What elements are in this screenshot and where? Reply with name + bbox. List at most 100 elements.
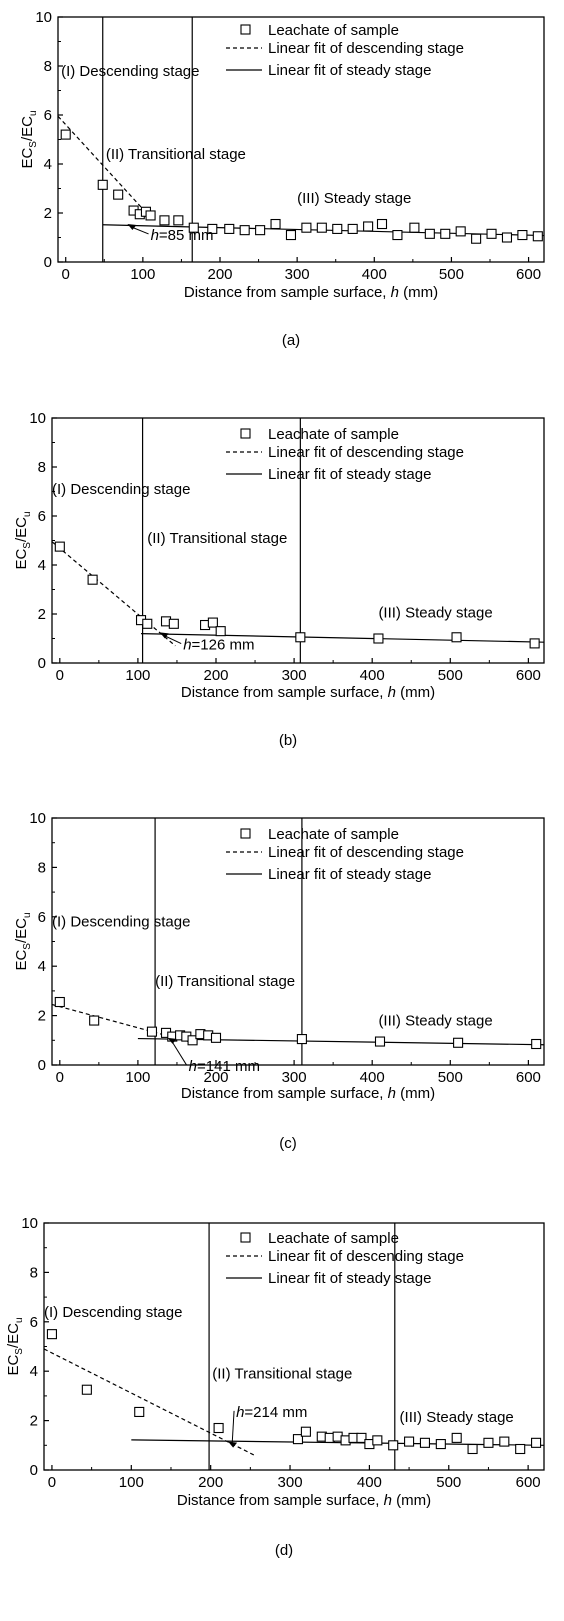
data-point — [363, 221, 374, 232]
y-label-slash: /EC — [13, 517, 30, 542]
x-tick-label: 100 — [125, 1069, 150, 1086]
x-tick-label: 600 — [516, 1474, 541, 1491]
plot-area — [52, 818, 544, 1065]
x-label-suffix: (mm) — [396, 1085, 435, 1102]
legend-marker-square — [240, 1232, 251, 1243]
y-label-main: EC — [19, 148, 36, 169]
data-point — [332, 223, 343, 234]
legend-marker-square — [240, 24, 251, 35]
data-point — [168, 618, 179, 629]
data-point — [517, 230, 528, 241]
x-label-suffix: (mm) — [396, 684, 435, 701]
x-label-suffix: (mm) — [399, 284, 438, 301]
x-tick-label: 400 — [357, 1474, 382, 1491]
intersection-value: =85 mm — [159, 227, 214, 244]
stage-label-2: (II) Transitional stage — [155, 973, 295, 990]
legend-marker-square — [240, 428, 251, 439]
x-tick-label: 500 — [436, 1474, 461, 1491]
y-tick-label: 8 — [30, 1264, 38, 1281]
plot-area — [44, 1223, 544, 1470]
legend-entry-1: Leachate of sample — [268, 426, 399, 443]
intersection-label: h=85 mm — [151, 227, 214, 244]
data-point — [376, 218, 388, 230]
stage-label-1: (I) Descending stage — [52, 481, 190, 498]
y-tick-label: 0 — [44, 254, 52, 271]
data-point — [300, 1426, 311, 1437]
y-label-sub2: u — [14, 1317, 25, 1323]
stage-label-3: (III) Steady stage — [378, 1012, 492, 1029]
intersection-arrow-line — [163, 634, 182, 644]
descending-fit-line — [52, 541, 176, 647]
x-tick-label: 0 — [48, 1474, 56, 1491]
data-point — [301, 222, 312, 233]
data-point — [54, 996, 65, 1008]
legend-marker-square — [240, 828, 251, 839]
intersection-arrow-head — [127, 224, 137, 231]
descending-fit-line — [58, 115, 153, 220]
y-tick-label: 0 — [38, 1057, 46, 1074]
y-tick-label: 10 — [29, 810, 46, 827]
y-label-main: EC — [13, 549, 30, 570]
intersection-var: h — [189, 1058, 197, 1075]
x-axis-label: Distance from sample surface, h (mm) — [177, 1492, 431, 1509]
data-point — [440, 228, 451, 239]
y-label-sub2: u — [22, 511, 33, 517]
legend-entry-3: Linear fit of steady stage — [268, 466, 431, 483]
intersection-arrow-head — [167, 1037, 177, 1044]
y-axis-label: ECS/ECu — [13, 912, 33, 970]
x-axis-label: Distance from sample surface, h (mm) — [181, 1085, 435, 1102]
legend-entry-2: Linear fit of descending stage — [268, 844, 464, 861]
x-tick-label: 200 — [203, 1069, 228, 1086]
data-point — [419, 1437, 431, 1448]
legend-entry-3: Linear fit of steady stage — [268, 1270, 431, 1287]
x-label-var: h — [384, 1492, 392, 1509]
y-tick-label: 6 — [44, 107, 52, 124]
data-point — [392, 230, 403, 241]
intersection-var: h — [183, 637, 191, 654]
x-tick-label: 200 — [203, 667, 228, 684]
data-point — [347, 223, 358, 234]
data-point — [453, 1037, 464, 1048]
intersection-label: h=141 mm — [189, 1058, 260, 1075]
intersection-value: =126 mm — [192, 637, 255, 654]
x-tick-label: 0 — [56, 667, 64, 684]
intersection-arrow-line — [231, 1410, 235, 1445]
y-tick-label: 2 — [38, 606, 46, 623]
data-point — [531, 1038, 542, 1050]
y-tick-label: 8 — [38, 459, 46, 476]
y-label-sub1: S — [14, 1348, 25, 1355]
data-point — [316, 222, 327, 233]
legend-entry-1: Leachate of sample — [268, 826, 399, 843]
data-point — [285, 230, 297, 241]
x-label-suffix: (mm) — [392, 1492, 431, 1509]
data-point — [451, 632, 462, 643]
y-tick-label: 2 — [38, 1008, 46, 1025]
x-tick-label: 500 — [438, 1069, 463, 1086]
x-tick-label: 300 — [278, 1474, 303, 1491]
y-label-sub1: S — [28, 141, 39, 148]
y-label-sub1: S — [22, 542, 33, 549]
plot-area — [58, 17, 544, 262]
y-tick-label: 8 — [38, 859, 46, 876]
y-label-slash: /EC — [5, 1323, 22, 1348]
x-axis-label: Distance from sample surface, h (mm) — [181, 684, 435, 701]
x-tick-label: 400 — [362, 266, 387, 283]
x-tick-label: 500 — [438, 667, 463, 684]
x-tick-label: 500 — [439, 266, 464, 283]
x-label-prefix: Distance from sample surface, — [181, 684, 388, 701]
x-tick-label: 100 — [125, 667, 150, 684]
data-point — [435, 1439, 446, 1450]
steady-fit-line — [137, 1037, 544, 1046]
data-point — [499, 1436, 510, 1447]
data-point — [388, 1440, 399, 1451]
y-tick-label: 10 — [29, 410, 46, 427]
data-point — [188, 222, 199, 233]
x-label-prefix: Distance from sample surface, — [181, 1085, 388, 1102]
x-label-var: h — [391, 284, 399, 301]
intersection-label: h=214 mm — [236, 1404, 307, 1421]
data-point — [87, 574, 98, 585]
data-point — [270, 218, 281, 230]
